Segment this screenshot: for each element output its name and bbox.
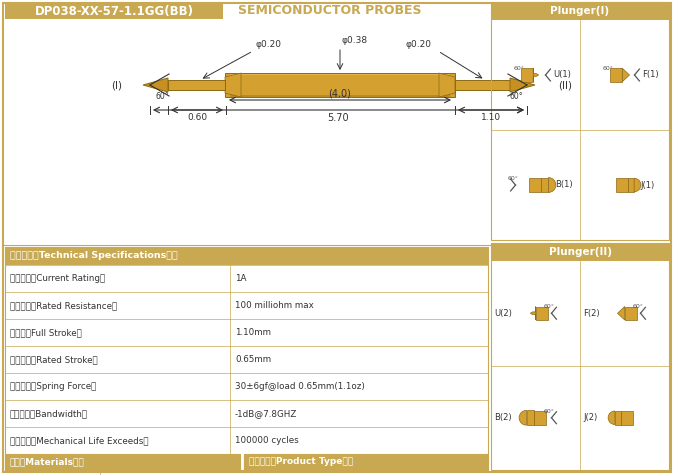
Polygon shape: [225, 73, 241, 97]
Polygon shape: [615, 178, 628, 192]
Text: φ0.20: φ0.20: [255, 40, 281, 49]
Text: F(1): F(1): [642, 70, 659, 79]
Polygon shape: [230, 95, 450, 96]
Polygon shape: [526, 410, 534, 425]
Polygon shape: [536, 306, 549, 320]
Text: 频率带宽（Bandwidth）: 频率带宽（Bandwidth）: [10, 409, 88, 418]
FancyBboxPatch shape: [5, 454, 240, 470]
Text: J(2): J(2): [583, 413, 597, 422]
Wedge shape: [519, 410, 526, 425]
Text: φ0.38: φ0.38: [342, 36, 368, 45]
Text: 额定电流（Current Rating）: 额定电流（Current Rating）: [10, 274, 105, 283]
Text: 60°: 60°: [508, 176, 518, 181]
Text: 1A: 1A: [235, 274, 247, 283]
Polygon shape: [530, 306, 536, 320]
Text: 60°: 60°: [155, 92, 168, 101]
Text: 材质（Materials）：: 材质（Materials）：: [10, 457, 85, 466]
Text: 额定行程（Rated Stroke）: 额定行程（Rated Stroke）: [10, 355, 98, 364]
Wedge shape: [634, 178, 641, 192]
Polygon shape: [225, 73, 455, 97]
Text: B(1): B(1): [555, 180, 573, 190]
Text: φ0.20: φ0.20: [405, 40, 431, 49]
Text: DP038-XX-57-1.1GG(BB): DP038-XX-57-1.1GG(BB): [34, 4, 193, 18]
Text: (4.0): (4.0): [328, 88, 351, 98]
Text: 5.70: 5.70: [327, 113, 349, 123]
Polygon shape: [528, 178, 541, 192]
Text: U(2): U(2): [494, 309, 512, 318]
Text: 100 milliohm max: 100 milliohm max: [235, 301, 314, 310]
Polygon shape: [541, 178, 549, 192]
Polygon shape: [521, 68, 533, 82]
Text: Plunger(II): Plunger(II): [549, 247, 611, 257]
Text: 测试寿命（Mechanical Life Exceeds）: 测试寿命（Mechanical Life Exceeds）: [10, 436, 149, 445]
Polygon shape: [510, 78, 535, 92]
Polygon shape: [610, 68, 622, 82]
FancyBboxPatch shape: [244, 454, 488, 470]
Text: 技术要求（Technical Specifications）：: 技术要求（Technical Specifications）：: [10, 251, 178, 260]
Text: Plunger(I): Plunger(I): [551, 6, 609, 16]
Polygon shape: [168, 80, 225, 90]
Text: J(1): J(1): [640, 180, 654, 190]
Polygon shape: [439, 73, 455, 97]
Text: 1.10: 1.10: [481, 113, 501, 122]
Polygon shape: [533, 68, 539, 82]
Text: 0.60: 0.60: [187, 113, 207, 122]
Text: 60°: 60°: [543, 409, 555, 414]
Text: SEMICONDUCTOR PROBES: SEMICONDUCTOR PROBES: [238, 4, 421, 18]
Polygon shape: [230, 74, 450, 75]
Text: 60°: 60°: [509, 92, 522, 101]
Text: 30±6gf@load 0.65mm(1.1oz): 30±6gf@load 0.65mm(1.1oz): [235, 382, 365, 391]
FancyBboxPatch shape: [491, 2, 669, 20]
Text: F(2): F(2): [583, 309, 600, 318]
Text: 额定弹力（Spring Force）: 额定弹力（Spring Force）: [10, 382, 96, 391]
Text: 0.65mm: 0.65mm: [235, 355, 271, 364]
Polygon shape: [625, 306, 638, 320]
Text: 满行程（Full Stroke）: 满行程（Full Stroke）: [10, 328, 82, 337]
Text: -1dB@7.8GHZ: -1dB@7.8GHZ: [235, 409, 297, 418]
Polygon shape: [617, 306, 625, 320]
Polygon shape: [534, 411, 547, 425]
Polygon shape: [455, 80, 510, 90]
Wedge shape: [608, 411, 615, 425]
Text: 60°: 60°: [543, 304, 555, 309]
Text: 60°: 60°: [603, 66, 613, 71]
Text: U(1): U(1): [553, 70, 572, 79]
Polygon shape: [615, 411, 621, 425]
Polygon shape: [628, 178, 634, 192]
Text: 60°: 60°: [632, 304, 644, 309]
Text: 1.10mm: 1.10mm: [235, 328, 271, 337]
Text: B(2): B(2): [494, 413, 512, 422]
FancyBboxPatch shape: [491, 243, 669, 261]
Text: 额定电阻（Rated Resistance）: 额定电阻（Rated Resistance）: [10, 301, 117, 310]
Polygon shape: [143, 78, 168, 92]
Text: 成品型号（Product Type）：: 成品型号（Product Type）：: [249, 457, 353, 466]
Text: (II): (II): [558, 80, 572, 90]
Text: 100000 cycles: 100000 cycles: [235, 436, 299, 445]
Polygon shape: [621, 411, 634, 425]
Wedge shape: [549, 178, 556, 192]
FancyBboxPatch shape: [5, 247, 488, 265]
Text: 60°: 60°: [514, 66, 524, 71]
FancyBboxPatch shape: [5, 3, 223, 19]
Polygon shape: [622, 68, 630, 82]
Text: (I): (I): [111, 80, 122, 90]
